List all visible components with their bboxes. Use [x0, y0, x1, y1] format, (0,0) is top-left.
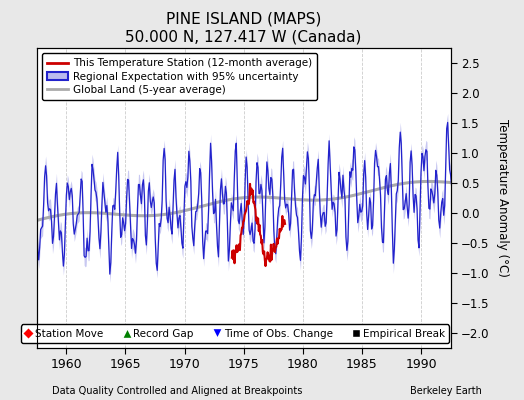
Legend: Station Move, Record Gap, Time of Obs. Change, Empirical Break: Station Move, Record Gap, Time of Obs. C… — [21, 324, 450, 343]
Y-axis label: Temperature Anomaly (°C): Temperature Anomaly (°C) — [496, 119, 509, 277]
Text: Data Quality Controlled and Aligned at Breakpoints: Data Quality Controlled and Aligned at B… — [52, 386, 303, 396]
Title: PINE ISLAND (MAPS)
50.000 N, 127.417 W (Canada): PINE ISLAND (MAPS) 50.000 N, 127.417 W (… — [125, 12, 362, 44]
Text: Berkeley Earth: Berkeley Earth — [410, 386, 482, 396]
